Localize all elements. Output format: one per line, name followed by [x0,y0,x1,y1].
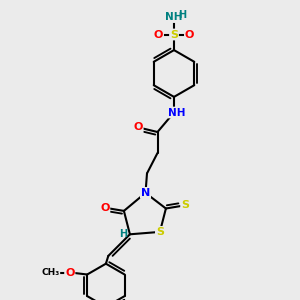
Text: O: O [133,122,143,133]
Text: CH₃: CH₃ [41,268,60,277]
Text: S: S [170,29,178,40]
Text: S: S [181,200,189,211]
Text: NH: NH [165,12,183,22]
Text: O: O [65,268,74,278]
Text: O: O [100,203,110,213]
Text: H: H [119,229,128,239]
Text: O: O [185,29,194,40]
Text: H: H [178,10,187,20]
Text: O: O [154,29,163,40]
Text: N: N [141,188,150,198]
Text: S: S [156,227,164,237]
Text: NH: NH [168,107,185,118]
